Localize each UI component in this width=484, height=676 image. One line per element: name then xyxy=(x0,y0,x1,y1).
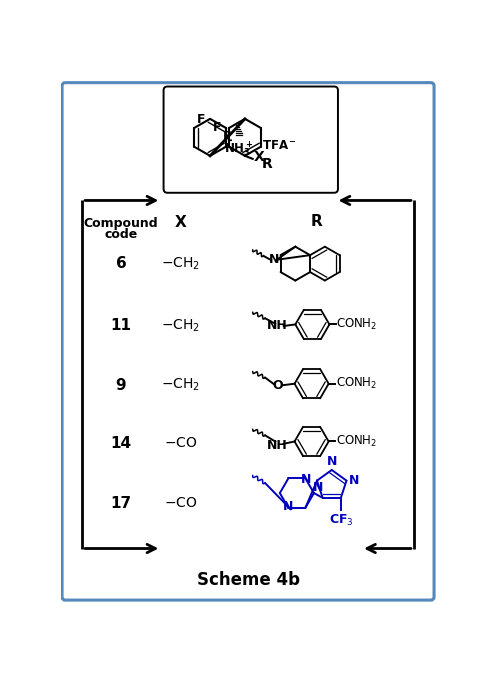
Text: Scheme 4b: Scheme 4b xyxy=(197,571,300,589)
Text: $-$CH$_2$: $-$CH$_2$ xyxy=(161,377,200,393)
Text: F: F xyxy=(223,130,231,143)
Text: $-$CO: $-$CO xyxy=(164,436,197,450)
Text: CONH$_2$: CONH$_2$ xyxy=(336,317,378,332)
Text: 11: 11 xyxy=(110,318,132,333)
Text: X: X xyxy=(254,150,264,164)
Text: NH: NH xyxy=(267,439,288,452)
FancyBboxPatch shape xyxy=(62,82,434,600)
Text: R: R xyxy=(310,214,322,228)
FancyBboxPatch shape xyxy=(164,87,338,193)
Text: N: N xyxy=(282,500,293,514)
Text: $\mathbf{TFA^-}$: $\mathbf{TFA^-}$ xyxy=(262,139,297,152)
Text: X: X xyxy=(175,215,186,231)
Text: CONH$_2$: CONH$_2$ xyxy=(335,434,377,449)
Text: $-$CH$_2$: $-$CH$_2$ xyxy=(161,256,200,272)
Text: N: N xyxy=(301,473,311,485)
Text: 9: 9 xyxy=(116,378,126,393)
Text: Compound: Compound xyxy=(84,218,158,231)
Text: N: N xyxy=(349,474,359,487)
Text: CF$_3$: CF$_3$ xyxy=(329,513,353,529)
Text: O: O xyxy=(272,379,283,392)
Text: N: N xyxy=(269,254,279,266)
Text: NH: NH xyxy=(267,320,288,333)
Text: F: F xyxy=(213,121,222,134)
Text: code: code xyxy=(105,228,137,241)
Text: $-$CH$_2$: $-$CH$_2$ xyxy=(161,318,200,334)
Text: F: F xyxy=(197,113,205,126)
Text: N: N xyxy=(313,481,323,494)
Text: 17: 17 xyxy=(110,496,132,510)
Text: $-$CO: $-$CO xyxy=(164,496,197,510)
Text: R: R xyxy=(262,157,273,170)
Text: $\mathbf{\dot{N}H_3^+}$: $\mathbf{\dot{N}H_3^+}$ xyxy=(224,139,253,158)
Text: 14: 14 xyxy=(110,435,132,450)
Text: 6: 6 xyxy=(116,256,126,271)
Text: N: N xyxy=(327,456,338,468)
Text: CONH$_2$: CONH$_2$ xyxy=(335,376,377,391)
